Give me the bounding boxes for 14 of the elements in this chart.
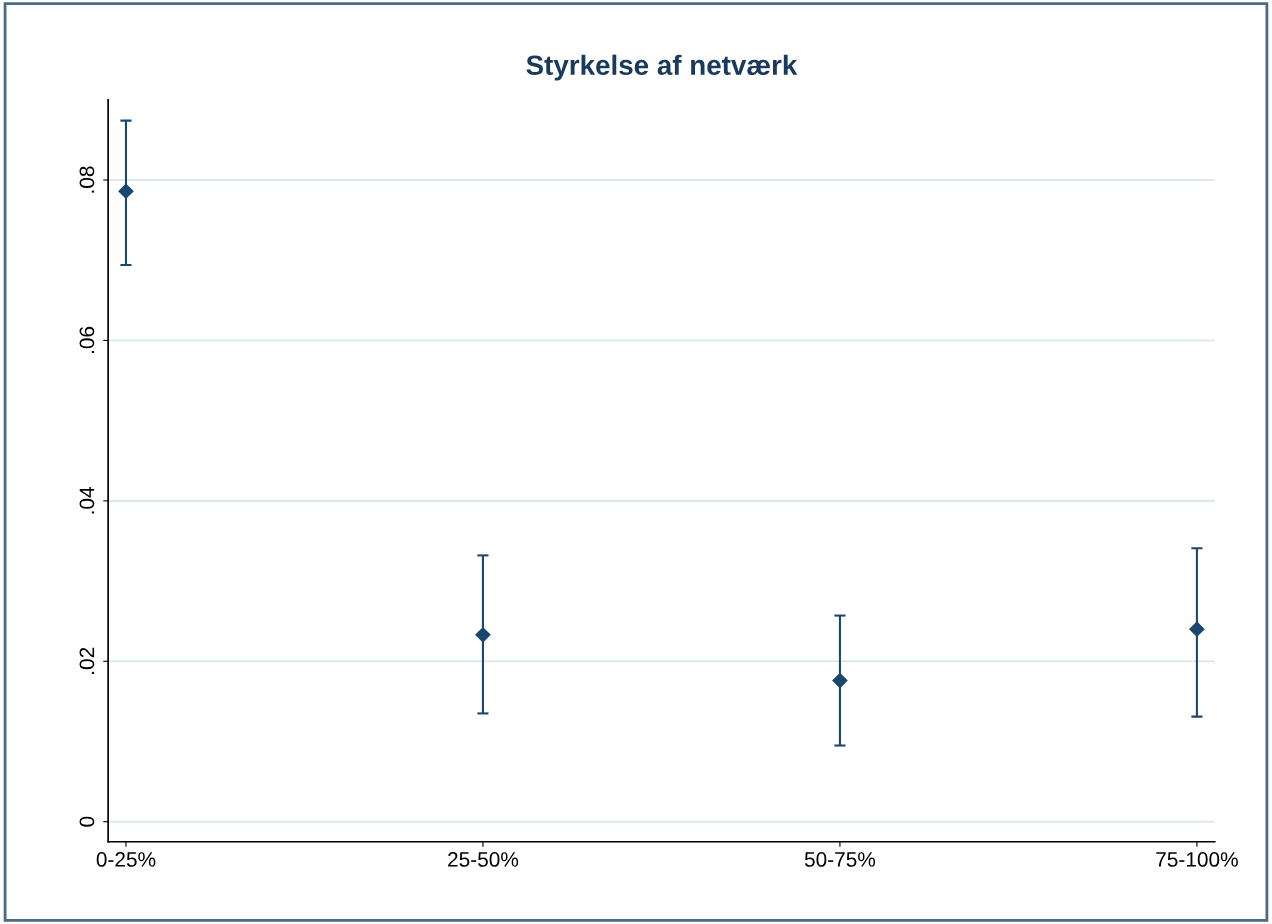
y-tick-label: .06 [79, 326, 95, 354]
point [118, 183, 134, 199]
x-tick-label: 50-75% [804, 852, 876, 867]
chart-title: Styrkelse af netværk [526, 54, 798, 81]
x-tick-label: 25-50% [448, 852, 519, 867]
y-tick-label: .08 [79, 166, 95, 193]
x-tick-label: 0-25% [96, 852, 156, 867]
y-tick-label: .04 [79, 486, 95, 514]
point [832, 672, 848, 689]
point [1189, 621, 1205, 637]
x-tick-label: 75-100% [1156, 852, 1238, 867]
y-tick-label: 0 [79, 816, 95, 827]
point [475, 627, 491, 643]
y-tick-label: .02 [79, 647, 95, 674]
